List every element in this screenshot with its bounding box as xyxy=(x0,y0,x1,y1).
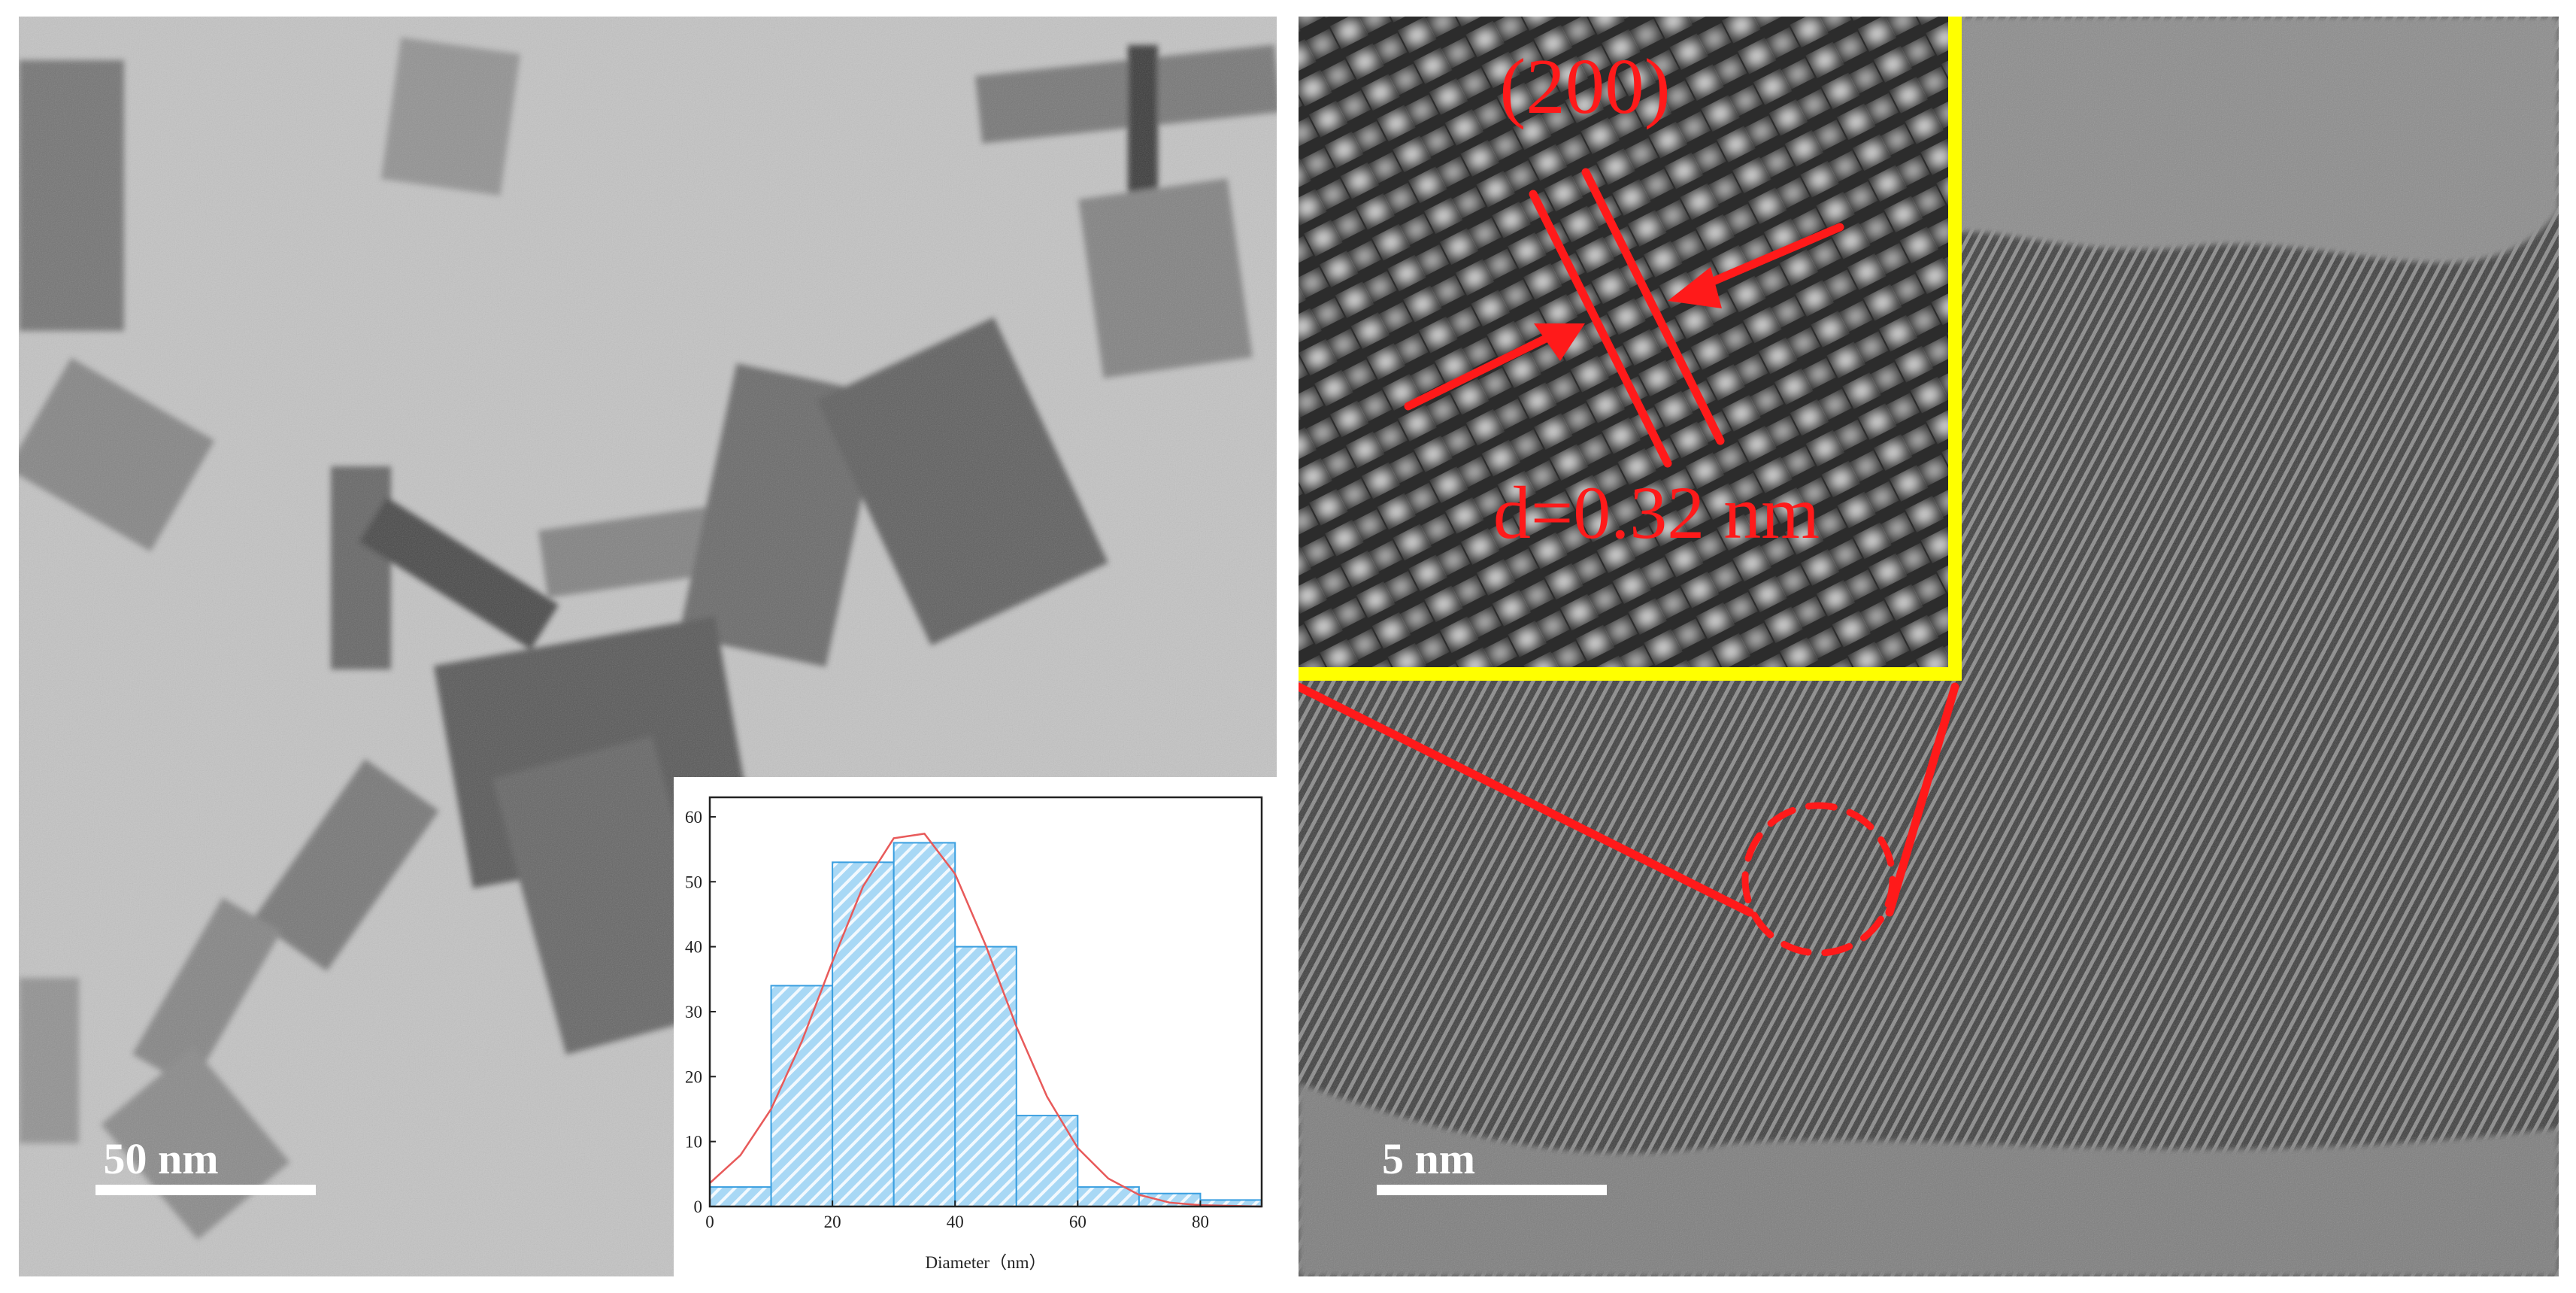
x-tick-label: 0 xyxy=(705,1213,714,1231)
x-axis-label: Diameter（nm） xyxy=(926,1253,1047,1272)
bar xyxy=(954,945,1017,1207)
bar xyxy=(893,842,956,1207)
fit-curve xyxy=(709,833,1262,1208)
y-tick-label: 0 xyxy=(694,1197,703,1216)
y-tick-label: 60 xyxy=(685,808,702,827)
plot-frame xyxy=(708,796,1263,1208)
bar xyxy=(1015,1115,1079,1207)
scale-bar-label: 5 nm xyxy=(1382,1134,1475,1183)
x-tick-label: 80 xyxy=(1192,1213,1209,1231)
y-tick-label: 30 xyxy=(685,1003,702,1021)
bar xyxy=(709,1186,772,1207)
y-tick-label: 20 xyxy=(685,1067,702,1086)
y-tick-label: 50 xyxy=(685,873,702,891)
d-spacing-label: d=0.32 nm xyxy=(1493,471,1820,554)
bar xyxy=(832,861,895,1208)
y-tick-label: 10 xyxy=(685,1133,702,1152)
x-tick-label: 40 xyxy=(947,1213,964,1231)
plane-label: (200) xyxy=(1499,42,1670,130)
y-tick-label: 40 xyxy=(685,938,702,957)
hrtem-image: (200) d=0.32 nm 5 nm xyxy=(1299,17,2559,1276)
scale-bar-label: 50 nm xyxy=(103,1134,218,1183)
bar xyxy=(770,985,834,1208)
x-tick-label: 60 xyxy=(1069,1213,1086,1231)
x-tick-label: 20 xyxy=(824,1213,841,1231)
histogram: 0 10 20 30 40 50 60 0 20 40 60 80 Diameter（nm） xyxy=(685,796,1263,1272)
